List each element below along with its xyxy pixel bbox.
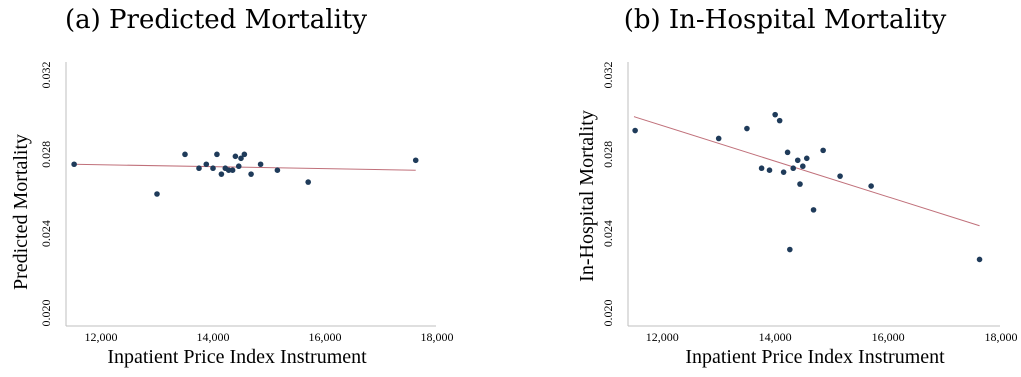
marks-group xyxy=(632,111,983,263)
x-axis-title: Inpatient Price Index Instrument xyxy=(107,346,367,368)
scatter-point xyxy=(218,171,225,177)
y-tick-label: 0.028 xyxy=(39,141,53,168)
scatter-point xyxy=(787,246,793,253)
scatter-point xyxy=(241,151,248,158)
scatter-point xyxy=(800,163,806,170)
x-axis-title: Inpatient Price Index Instrument xyxy=(685,346,945,368)
scatter-point xyxy=(772,111,778,118)
scatter-point xyxy=(257,161,264,168)
x-tick-label: 16,000 xyxy=(309,330,342,344)
chart-title: (a) Predicted Mortality xyxy=(65,5,367,35)
scatter-point xyxy=(214,151,220,158)
scatter-point xyxy=(182,151,188,158)
scatter-point xyxy=(744,125,750,132)
scatter-point xyxy=(803,155,810,162)
scatter-point xyxy=(305,179,312,185)
y-axis-title: Predicted Mortality xyxy=(10,134,32,290)
y-tick-label: 0.020 xyxy=(39,300,53,327)
scatter-point xyxy=(225,167,232,173)
scatter-point xyxy=(797,181,803,187)
chart-title: (b) In-Hospital Mortality xyxy=(624,5,947,35)
tick-group: 12,000 14,000 16,000 18,000 0.020 0.024 0.028 0… xyxy=(39,62,454,345)
scatter-point xyxy=(868,183,874,189)
x-tick-label: 12,000 xyxy=(85,330,118,344)
y-tick-label: 0.028 xyxy=(601,141,615,168)
scatter-point xyxy=(837,173,843,179)
x-tick-label: 14,000 xyxy=(197,330,230,344)
scatter-point xyxy=(776,117,783,124)
y-tick-label: 0.032 xyxy=(601,62,615,89)
scatter-point xyxy=(210,165,216,172)
x-tick-label: 14,000 xyxy=(759,330,792,344)
scatter-point xyxy=(976,256,983,263)
scatter-point xyxy=(790,165,797,172)
fit-line xyxy=(633,116,980,227)
scatter-point xyxy=(154,191,160,197)
y-axis-title: In-Hospital Mortality xyxy=(576,110,598,282)
panel-in-hospital-mortality: (b) In-Hospital Mortality Inpatient Pric… xyxy=(576,5,1018,368)
scatter-point xyxy=(794,157,801,164)
y-tick-label: 0.024 xyxy=(39,220,53,247)
y-tick-label: 0.032 xyxy=(39,62,53,89)
tick-group: 12,000 14,000 16,000 18,000 0.020 0.024 0.028 0… xyxy=(601,62,1018,345)
y-tick-label: 0.020 xyxy=(601,300,615,327)
x-tick-label: 12,000 xyxy=(646,330,679,344)
scatter-point xyxy=(766,167,773,173)
x-tick-label: 16,000 xyxy=(872,330,905,344)
scatter-point xyxy=(229,167,236,173)
scatter-point xyxy=(238,155,244,162)
scatter-point xyxy=(248,171,254,177)
scatter-point xyxy=(784,149,791,156)
scatter-point xyxy=(810,207,817,213)
panel-predicted-mortality: (a) Predicted Mortality Inpatient Price … xyxy=(10,5,454,368)
scatter-point xyxy=(232,153,239,160)
scatter-point xyxy=(235,163,242,170)
scatter-point xyxy=(71,161,77,168)
scatter-point xyxy=(196,165,202,172)
scatter-point xyxy=(203,161,210,168)
scatter-point xyxy=(820,147,826,154)
scatter-point xyxy=(632,127,638,134)
fit-line xyxy=(72,163,416,171)
marks-group xyxy=(71,151,419,197)
x-tick-label: 18,000 xyxy=(421,330,454,344)
scatter-point xyxy=(274,167,281,173)
y-tick-label: 0.024 xyxy=(601,220,615,247)
scatter-point xyxy=(715,135,722,142)
x-tick-label: 18,000 xyxy=(985,330,1018,344)
scatter-point xyxy=(780,169,787,175)
scatter-point xyxy=(758,165,765,172)
scatter-point xyxy=(412,157,419,164)
